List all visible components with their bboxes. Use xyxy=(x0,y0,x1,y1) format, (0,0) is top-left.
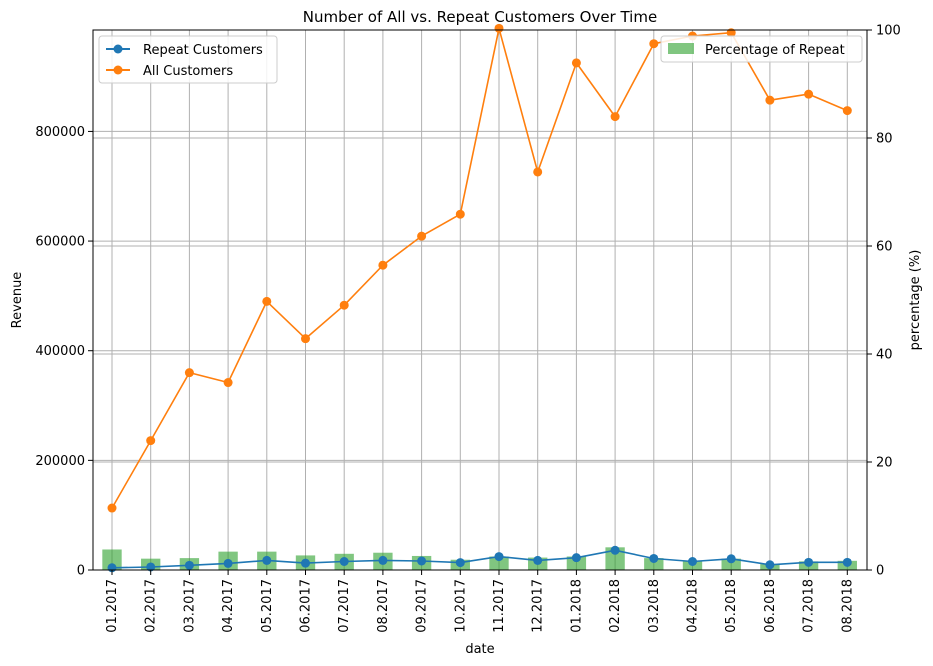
repeat-customers-line xyxy=(111,549,848,569)
all-customers-point xyxy=(455,209,465,219)
right-tick-label: 0 xyxy=(876,564,884,579)
left-tick-label: 600000 xyxy=(35,235,85,250)
legend-all-label: All Customers xyxy=(143,64,233,79)
repeat-customers-point xyxy=(649,553,659,563)
x-tick-label: 01.2018 xyxy=(569,579,584,633)
repeat-customers-point xyxy=(184,560,194,570)
all-customers-point xyxy=(842,106,852,116)
percentage-bar xyxy=(102,549,122,570)
all-customers-point xyxy=(417,231,427,241)
all-customers-point xyxy=(610,112,620,122)
right-axis-ticks: 0 20 40 60 80 100 xyxy=(867,24,901,579)
repeat-customers-point xyxy=(688,557,697,567)
all-customers-point xyxy=(262,296,272,306)
x-tick-label: 10.2017 xyxy=(453,579,468,633)
repeat-customers-point xyxy=(494,552,504,562)
repeat-customers-point xyxy=(455,558,465,568)
repeat-customers-point xyxy=(378,555,388,565)
all-customers-line xyxy=(111,27,848,509)
percentage-bar xyxy=(644,558,664,570)
repeat-customers-point xyxy=(339,557,349,567)
x-tick-label: 07.2018 xyxy=(802,579,817,633)
legend-right-box xyxy=(660,35,863,63)
all-customers-point xyxy=(339,300,349,310)
x-axis-ticks: 01.2017 02.2017 03.2017 04.2017 05.2017 06.20… xyxy=(105,570,855,633)
x-tick-label: 04.2017 xyxy=(221,579,236,633)
repeat-customers-point xyxy=(262,555,272,565)
x-tick-label: 12.2017 xyxy=(531,579,546,633)
x-axis-label: date xyxy=(465,642,494,657)
x-tick-label: 08.2018 xyxy=(840,579,855,633)
left-axis-ticks: 0 200000 400000 600000 800000 xyxy=(35,125,93,579)
x-tick-label: 07.2017 xyxy=(337,579,352,633)
legend-left: Repeat Customers All Customers xyxy=(98,35,278,84)
repeat-customers-point xyxy=(223,558,233,568)
all-customers-point xyxy=(494,23,504,33)
all-customers-point xyxy=(571,58,581,68)
x-tick-label: 05.2018 xyxy=(724,579,739,633)
x-tick-label: 02.2018 xyxy=(608,579,623,633)
all-customers-point xyxy=(804,89,814,99)
x-tick-label: 02.2017 xyxy=(144,579,159,633)
all-customers-point xyxy=(184,368,194,378)
left-axis-label: Revenue xyxy=(10,272,25,329)
x-tick-label: 03.2017 xyxy=(182,579,197,633)
right-tick-label: 20 xyxy=(876,456,893,471)
x-tick-label: 04.2018 xyxy=(686,579,701,633)
repeat-customers-point xyxy=(533,555,543,565)
x-tick-label: 01.2017 xyxy=(105,579,120,633)
repeat-customers-point xyxy=(301,558,310,568)
x-tick-label: 09.2017 xyxy=(415,579,430,633)
all-customers-point xyxy=(146,436,156,446)
all-customers-point xyxy=(223,378,233,388)
legend-repeat-label: Repeat Customers xyxy=(143,43,263,58)
legend-percentage-label: Percentage of Repeat xyxy=(705,43,845,58)
percentage-bar xyxy=(566,556,587,570)
left-tick-label: 0 xyxy=(77,564,85,579)
left-tick-label: 400000 xyxy=(35,344,85,359)
right-tick-label: 60 xyxy=(876,240,893,255)
x-tick-label: 06.2017 xyxy=(299,579,314,633)
all-customers-point xyxy=(649,39,659,49)
x-tick-label: 11.2017 xyxy=(492,579,507,633)
legend-right: Percentage of Repeat xyxy=(660,35,863,63)
all-customers-point xyxy=(107,503,117,513)
all-customers-point xyxy=(378,260,388,270)
repeat-customers-point xyxy=(726,554,736,564)
right-tick-label: 80 xyxy=(876,132,893,147)
legend-left-box xyxy=(98,35,278,84)
legend-repeat-marker xyxy=(113,44,123,54)
x-tick-label: 03.2018 xyxy=(647,579,662,633)
x-tick-label: 06.2018 xyxy=(763,579,778,633)
all-customers-point xyxy=(765,95,775,105)
series-lines xyxy=(107,23,852,573)
legend-percentage-swatch xyxy=(668,43,694,54)
repeat-customers-point xyxy=(804,557,814,567)
percentage-bar xyxy=(605,547,625,570)
plot-frame xyxy=(92,29,868,571)
repeat-customers-point xyxy=(842,557,852,567)
chart-title: Number of All vs. Repeat Customers Over … xyxy=(303,8,657,26)
x-tick-label: 05.2017 xyxy=(260,579,275,633)
percentage-bar xyxy=(721,558,741,570)
percentage-bar xyxy=(489,556,509,570)
all-customers-point xyxy=(301,334,310,344)
right-tick-label: 100 xyxy=(876,24,901,39)
left-tick-label: 200000 xyxy=(35,454,85,469)
repeat-customers-point xyxy=(571,553,581,563)
right-tick-label: 40 xyxy=(876,348,893,363)
repeat-customers-point xyxy=(417,556,427,566)
right-axis-label: percentage (%) xyxy=(908,250,923,351)
left-tick-label: 800000 xyxy=(35,125,85,140)
x-tick-label: 08.2017 xyxy=(376,579,391,633)
repeat-customers-point xyxy=(146,562,156,572)
legend-all-marker xyxy=(113,65,123,75)
all-customers-point xyxy=(533,167,543,177)
repeat-customers-point xyxy=(610,545,620,555)
repeat-customers-point xyxy=(765,560,775,570)
